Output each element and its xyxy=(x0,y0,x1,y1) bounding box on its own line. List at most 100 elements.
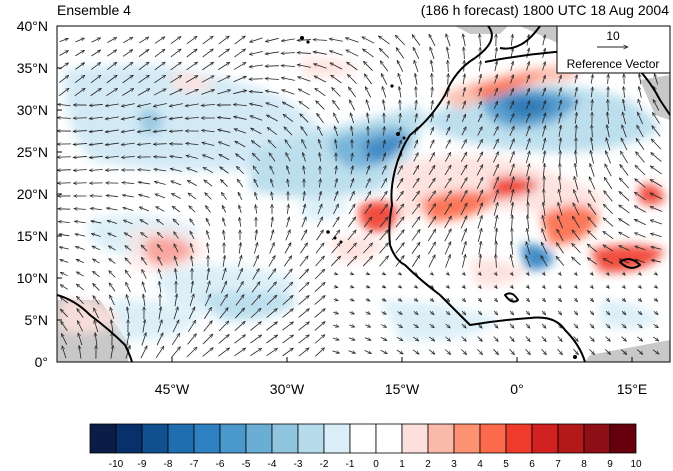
wind-vector xyxy=(510,189,514,203)
wind-vector xyxy=(335,166,336,175)
wind-vector xyxy=(591,74,593,84)
wind-vector xyxy=(461,127,467,136)
wind-vector xyxy=(575,112,576,124)
wind-vector xyxy=(74,88,85,97)
wind-vector xyxy=(509,114,515,123)
wind-vector xyxy=(141,257,148,266)
wind-vector xyxy=(332,100,340,111)
reference-vector-legend: 10 Reference Vector xyxy=(556,25,671,74)
wind-vector xyxy=(650,233,662,237)
wind-vector xyxy=(461,323,466,328)
wind-vector xyxy=(187,180,197,186)
wind-vector xyxy=(379,217,388,228)
wind-vector xyxy=(635,246,646,251)
wind-vector xyxy=(106,208,118,211)
wind-vector xyxy=(287,179,288,188)
wind-vector xyxy=(509,151,514,163)
wind-vector xyxy=(334,178,337,188)
wind-vector xyxy=(349,191,355,201)
wind-vector xyxy=(58,222,70,223)
wind-vector xyxy=(138,75,150,84)
wind-vector xyxy=(509,139,515,150)
wind-vector xyxy=(495,273,497,276)
wind-vector xyxy=(411,204,420,215)
wind-vector xyxy=(185,89,199,96)
wind-vector xyxy=(573,310,578,315)
wind-vector xyxy=(621,336,626,342)
wind-vector xyxy=(253,255,259,267)
wind-vector xyxy=(239,205,242,214)
wind-vector xyxy=(496,254,497,268)
wind-vector xyxy=(525,113,530,123)
wind-vector xyxy=(383,100,385,111)
wind-vector xyxy=(93,283,100,291)
wind-vector xyxy=(560,150,561,164)
wind-vector xyxy=(365,178,371,188)
wind-vector xyxy=(395,243,405,254)
wind-vector xyxy=(413,323,419,327)
wind-vector xyxy=(139,207,149,212)
wind-vector xyxy=(366,273,369,276)
wind-vector xyxy=(541,113,545,124)
wind-vector xyxy=(619,219,630,226)
wind-vector xyxy=(109,283,116,292)
wind-vector xyxy=(105,116,119,119)
wind-vector xyxy=(252,153,261,162)
wind-vector xyxy=(317,113,324,123)
wind-vector xyxy=(542,62,546,71)
wind-vector xyxy=(588,177,596,190)
wind-vector xyxy=(620,138,628,151)
wind-vector xyxy=(62,346,67,359)
wind-vector xyxy=(249,104,263,107)
wind-vector xyxy=(542,138,546,151)
wind-vector xyxy=(107,37,116,43)
wind-vector xyxy=(153,144,167,145)
wind-vector xyxy=(477,228,481,242)
colorbar-box xyxy=(479,423,507,454)
wind-vector xyxy=(60,271,68,277)
wind-vector xyxy=(587,231,597,240)
wind-vector xyxy=(462,298,465,301)
wind-vector xyxy=(346,256,357,267)
wind-vector xyxy=(138,49,149,57)
wind-vector xyxy=(75,37,85,43)
wind-vector xyxy=(332,87,341,97)
wind-vector xyxy=(153,116,167,119)
wind-vector xyxy=(185,117,199,118)
wind-vector xyxy=(381,325,386,328)
wind-vector xyxy=(191,281,193,294)
wind-vector xyxy=(89,170,103,171)
wind-vector xyxy=(203,166,214,174)
wind-vector xyxy=(383,140,385,149)
wind-vector xyxy=(253,242,257,254)
wind-vector xyxy=(587,258,597,265)
wind-vector xyxy=(461,349,466,354)
wind-vector xyxy=(155,346,164,359)
wind-vector xyxy=(105,129,119,132)
wind-vector xyxy=(347,230,356,241)
wind-vector xyxy=(303,166,304,175)
wind-vector xyxy=(303,191,304,201)
wind-vector xyxy=(91,37,100,43)
wind-vector xyxy=(218,321,229,332)
wind-vector xyxy=(541,323,546,329)
wind-vector xyxy=(589,348,594,355)
wind-vector xyxy=(493,348,498,355)
colorbar xyxy=(89,423,637,454)
lon-label-15e: 15°E xyxy=(616,381,648,397)
wind-vector xyxy=(429,323,435,328)
wind-vector xyxy=(219,153,230,161)
wind-vector xyxy=(448,74,449,85)
wind-vector xyxy=(589,336,595,342)
wind-vector xyxy=(265,37,279,41)
wind-vector xyxy=(157,257,163,266)
wind-vector xyxy=(137,116,151,120)
colorbar-box xyxy=(557,423,585,454)
wind-vector xyxy=(282,348,294,357)
wind-vector xyxy=(234,36,246,45)
wind-vector xyxy=(366,100,371,111)
wind-vector xyxy=(250,116,263,121)
wind-vector xyxy=(430,114,433,123)
colorbar-box xyxy=(583,423,611,454)
